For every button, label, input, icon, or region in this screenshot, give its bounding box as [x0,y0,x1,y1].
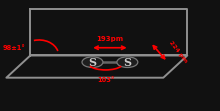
Circle shape [117,57,138,67]
Text: 98±1°: 98±1° [3,45,25,51]
Text: 193pm: 193pm [96,36,123,42]
Text: S: S [123,57,131,68]
Text: 103°: 103° [97,77,114,83]
Text: 224 pm: 224 pm [168,40,188,64]
Text: S: S [88,57,96,68]
Circle shape [82,57,103,67]
